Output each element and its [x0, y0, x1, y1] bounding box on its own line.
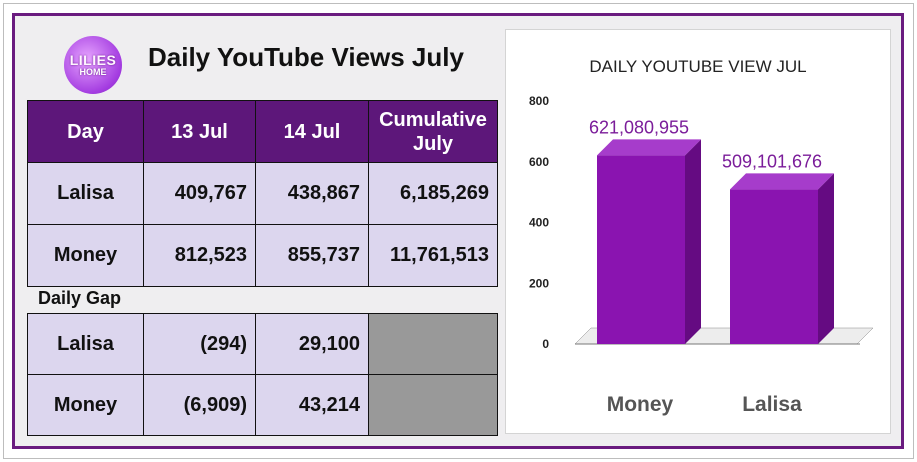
y-tick-label: 200 — [529, 276, 549, 290]
category-label: Lalisa — [742, 393, 802, 416]
row-name: Lalisa — [27, 162, 144, 225]
cell-14-jul: 855,737 — [255, 224, 369, 287]
cell-14-jul: 43,214 — [255, 374, 369, 436]
cell-13-jul: (6,909) — [143, 374, 256, 436]
daily-gap-label: Daily Gap — [38, 288, 122, 308]
bar-side — [818, 173, 834, 344]
row-name: Lalisa — [27, 313, 144, 375]
logo-text-top: LILIES — [69, 51, 117, 68]
cell-14-jul: 29,100 — [255, 313, 369, 375]
cell-cumulative: 11,761,513 — [368, 224, 498, 287]
cell-14-jul: 438,867 — [255, 162, 369, 225]
chart-title: DAILY YOUTUBE VIEW JUL — [589, 57, 806, 76]
bar-side — [685, 139, 701, 344]
bar-top — [730, 173, 834, 190]
y-tick-label: 600 — [529, 155, 549, 169]
cell-cumulative: 6,185,269 — [368, 162, 498, 225]
table-header-row: Day 13 Jul 14 Jul Cumulative July — [27, 100, 498, 163]
header-day: Day — [27, 100, 144, 163]
table-row: Money (6,909) 43,214 — [27, 374, 498, 436]
y-tick-label: 400 — [529, 216, 549, 230]
bar-value-label: 621,080,955 — [589, 117, 689, 137]
empty-cell — [368, 313, 498, 375]
y-tick-label: 800 — [529, 94, 549, 108]
page-title: Daily YouTube Views July — [148, 42, 464, 72]
row-name: Money — [27, 374, 144, 436]
table-row: Lalisa 409,767 438,867 6,185,269 — [27, 162, 498, 225]
category-label: Money — [607, 393, 674, 416]
empty-cell — [368, 374, 498, 436]
views-table: Day 13 Jul 14 Jul Cumulative July Lalisa… — [27, 100, 498, 287]
y-tick-label: 0 — [542, 337, 549, 351]
cell-13-jul: 812,523 — [143, 224, 256, 287]
bar-top — [597, 139, 701, 156]
cell-13-jul: 409,767 — [143, 162, 256, 225]
lilies-home-logo: LILIES HOME — [64, 36, 122, 94]
table-row: Money 812,523 855,737 11,761,513 — [27, 224, 498, 287]
header-13-jul: 13 Jul — [143, 100, 256, 163]
bar-value-label: 509,101,676 — [722, 151, 822, 171]
row-name: Money — [27, 224, 144, 287]
logo-text-bottom: HOME — [79, 66, 107, 77]
bar-front — [730, 189, 818, 344]
header-14-jul: 14 Jul — [255, 100, 369, 163]
daily-gap-table: Lalisa (294) 29,100 Money (6,909) 43,214 — [27, 313, 498, 436]
header-cumulative: Cumulative July — [368, 100, 498, 163]
bar-front — [597, 155, 685, 344]
table-row: Lalisa (294) 29,100 — [27, 313, 498, 375]
